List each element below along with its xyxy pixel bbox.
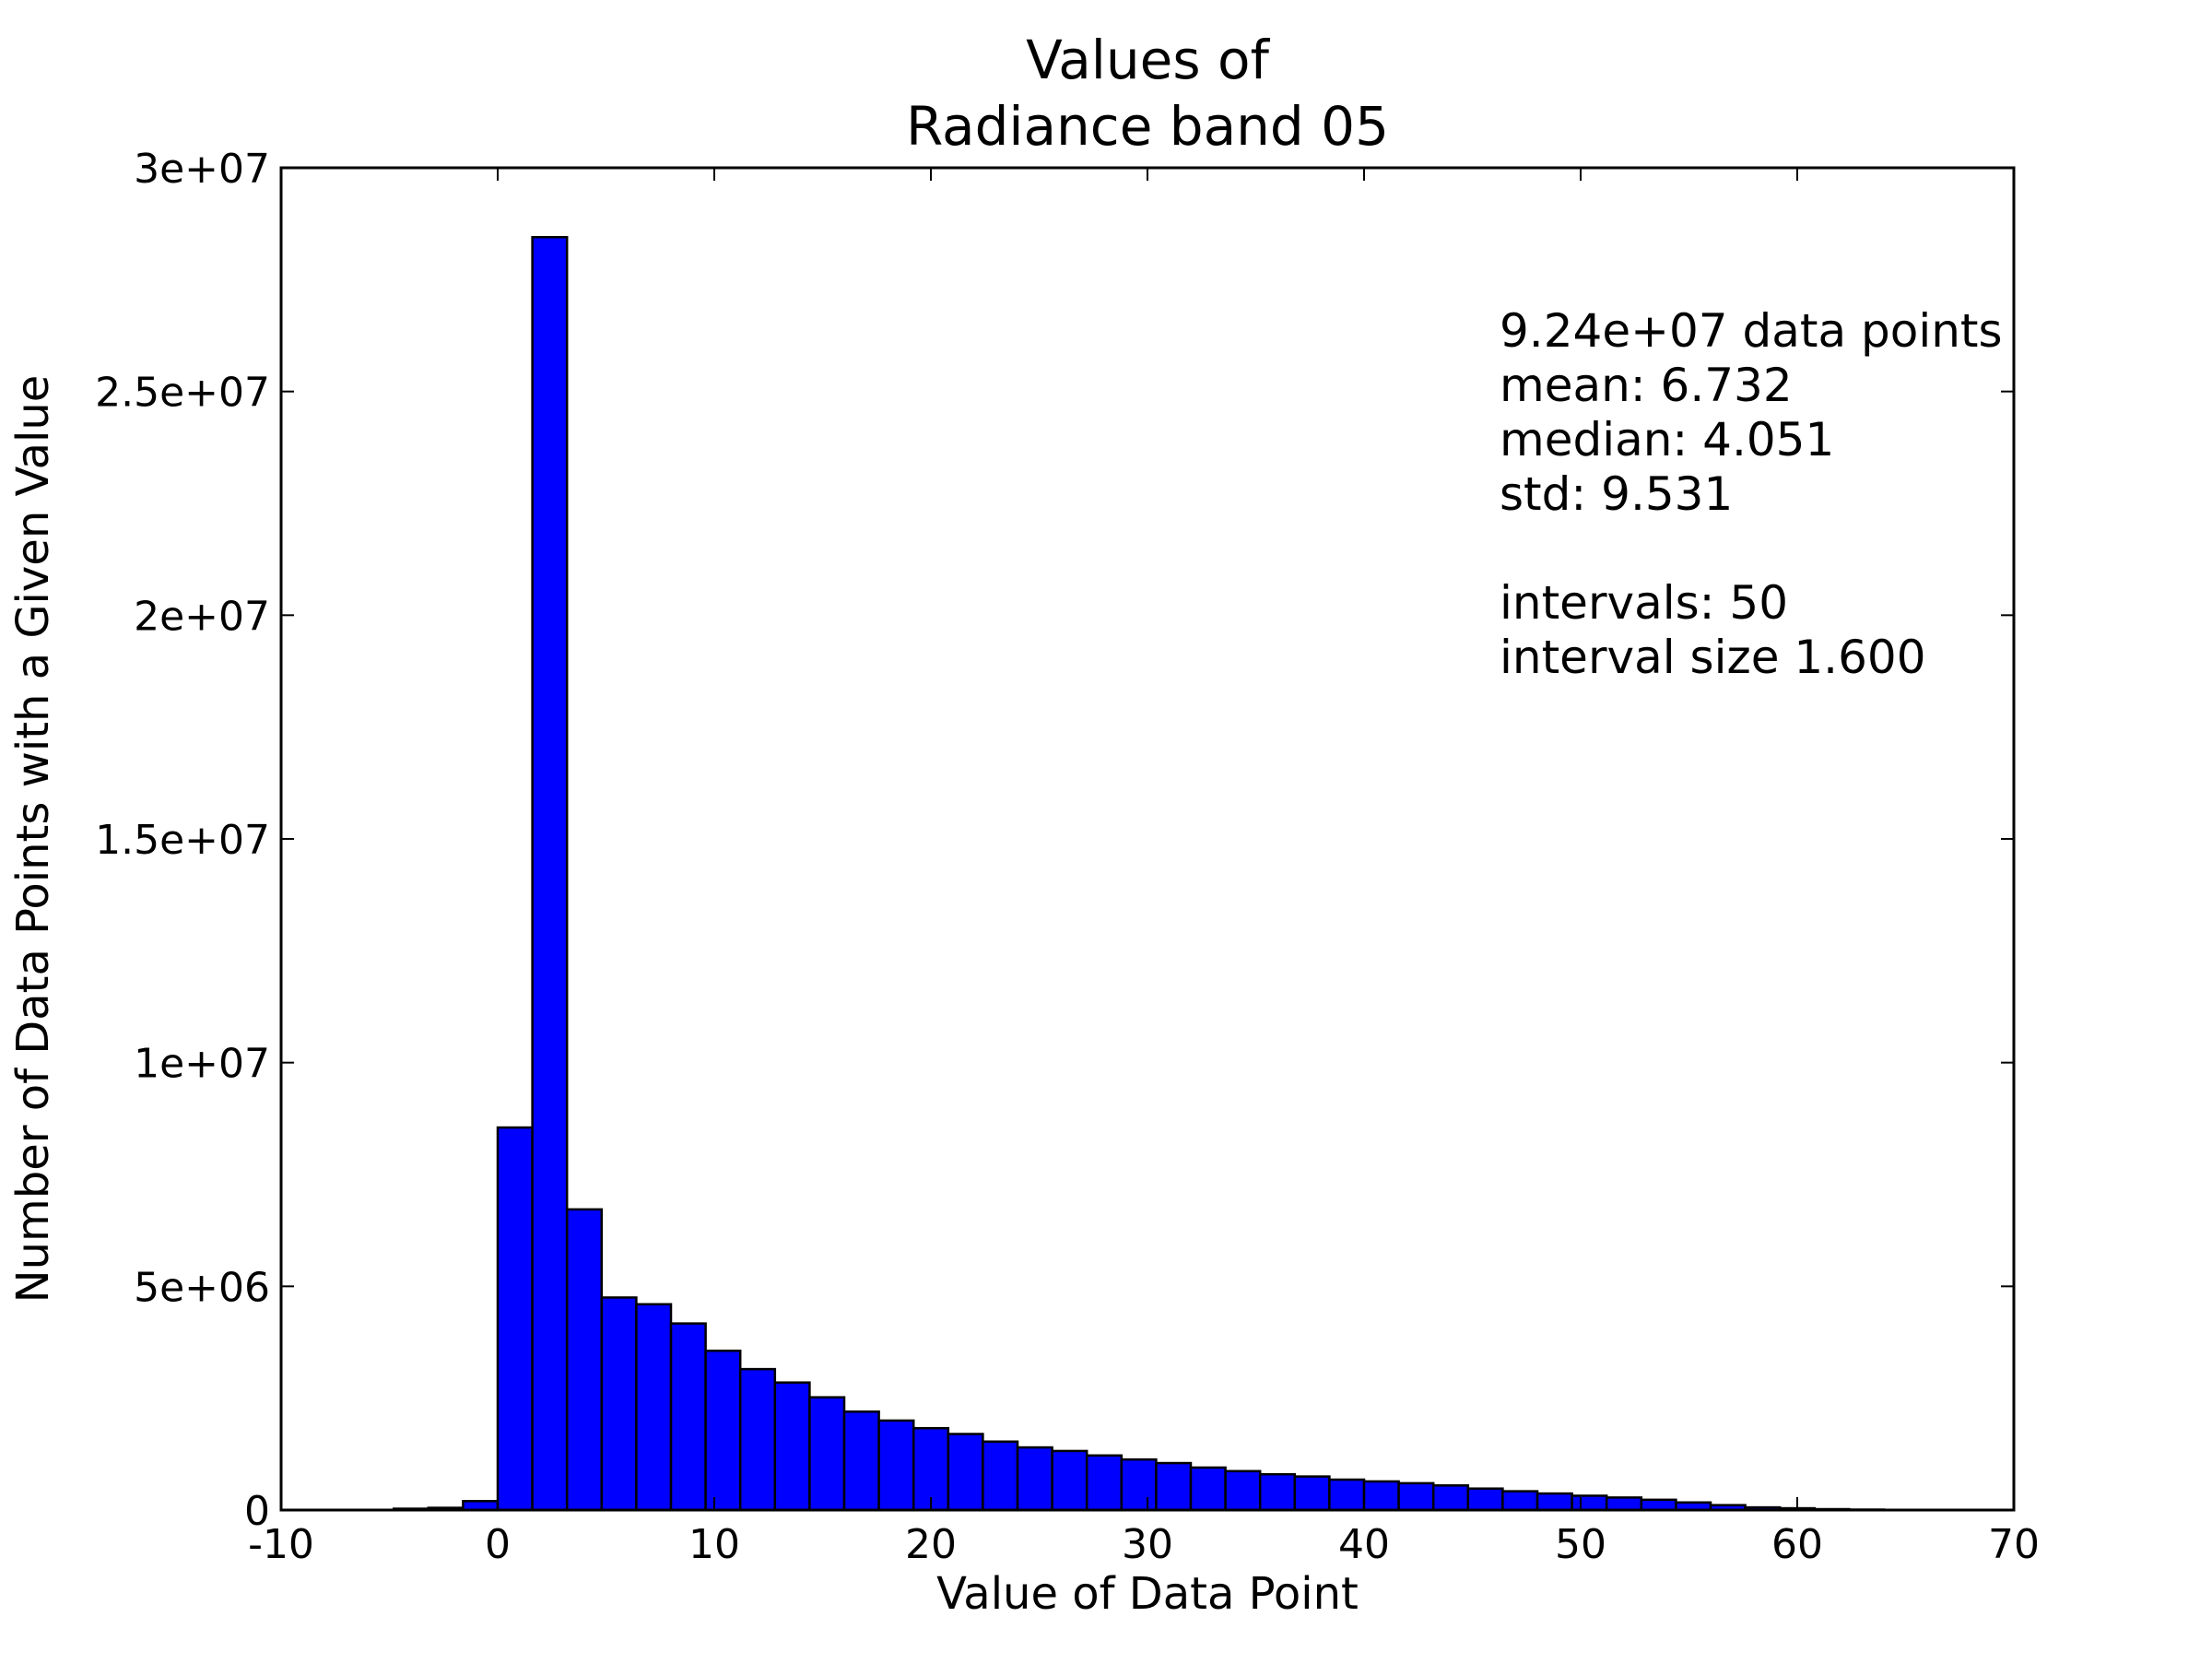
histogram-bar [1087,1456,1122,1510]
chart-title-line: Values of [1026,29,1270,91]
histogram-bar [636,1304,671,1510]
histogram-bar [1502,1492,1537,1510]
histogram-bar [844,1411,879,1510]
histogram-bar [602,1297,637,1510]
stats-annotation-line: median: 4.051 [1500,413,1834,466]
y-axis-label: Number of Data Points with a Given Value [7,375,59,1304]
y-tick-label: 1.5e+07 [95,817,270,864]
stats-annotation-line: intervals: 50 [1500,576,1788,630]
stats-annotation-line: 9.24e+07 data points [1500,304,2003,358]
histogram-bar [1364,1481,1399,1510]
x-tick-label: 70 [1988,1521,2040,1568]
histogram-bar [1053,1451,1088,1510]
histogram-bar [671,1324,706,1510]
x-tick-label: 20 [905,1521,957,1568]
x-tick-label: 10 [688,1521,740,1568]
y-tick-label: 5e+06 [134,1264,270,1311]
histogram-bar [1191,1468,1226,1510]
histogram-bar [1018,1447,1053,1510]
histogram-bar [982,1442,1018,1510]
histogram-bar [1468,1489,1503,1510]
histogram-bar [1295,1477,1330,1510]
histogram-bar [775,1383,810,1510]
histogram-bar [1226,1471,1261,1510]
x-tick-label: 50 [1555,1521,1606,1568]
histogram-bar [1641,1500,1677,1510]
histogram-bar [740,1369,775,1510]
chart-title-line: Radiance band 05 [906,95,1389,158]
y-tick-label: 1e+07 [134,1041,270,1088]
y-tick-label: 2e+07 [134,593,270,640]
histogram-bar [809,1398,844,1510]
stats-annotation-line: std: 9.531 [1500,467,1733,521]
histogram-bar [1572,1495,1607,1510]
y-tick-label: 0 [244,1488,270,1535]
histogram-bar [706,1351,741,1510]
x-tick-label: 60 [1771,1521,1823,1568]
histogram-bar [567,1210,602,1510]
histogram-bar [1329,1480,1364,1510]
stats-annotation-line: interval size 1.600 [1500,631,1926,684]
histogram-bar [879,1421,914,1510]
histogram-bar [1156,1463,1191,1510]
x-tick-label: 0 [485,1521,511,1568]
histogram-bar [533,237,568,1510]
histogram-bar [1260,1474,1295,1510]
histogram-bar [1399,1483,1434,1510]
stats-annotation-line: mean: 6.732 [1500,359,1793,412]
x-tick-label: 40 [1338,1521,1390,1568]
y-tick-label: 3e+07 [134,146,270,193]
histogram-bar [948,1434,983,1510]
y-tick-label: 2.5e+07 [95,370,270,417]
histogram-bar [1537,1493,1572,1510]
histogram-bar [1606,1497,1641,1510]
histogram-bar [498,1127,533,1510]
histogram-bar [1122,1459,1157,1510]
x-tick-label: 30 [1122,1521,1173,1568]
histogram-bar [1433,1485,1468,1510]
x-axis-label: Value of Data Point [936,1568,1359,1620]
